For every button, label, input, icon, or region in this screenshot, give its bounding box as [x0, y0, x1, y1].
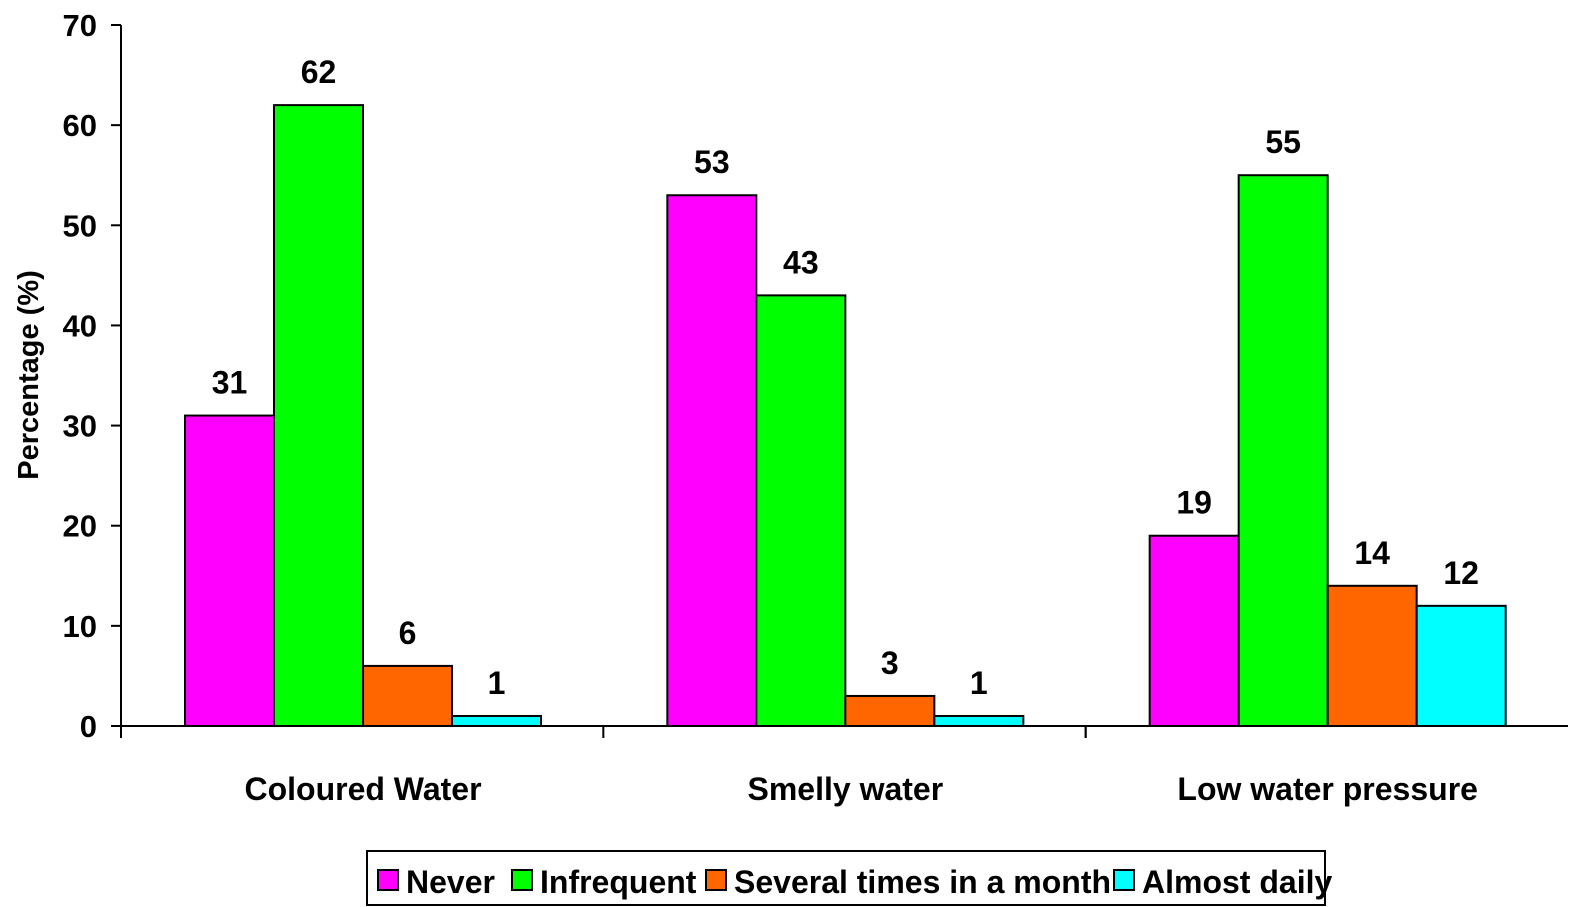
axes: 0 10 20 30 40 50 60 70 Coloured Water Smelly wate…: [63, 8, 1568, 807]
legend-label: Infrequent: [540, 864, 697, 900]
data-label: 19: [1176, 485, 1212, 521]
data-label: 1: [970, 665, 988, 701]
bar: [1148, 534, 1240, 727]
x-category-label: Low water pressure: [1177, 771, 1478, 807]
legend-swatch: [1113, 869, 1135, 891]
data-label: 62: [301, 54, 337, 90]
bar: [666, 194, 758, 727]
legend-label: Never: [406, 864, 495, 900]
x-category-label: Coloured Water: [244, 771, 481, 807]
y-tick-label: 40: [63, 308, 97, 343]
data-label: 12: [1443, 555, 1479, 591]
bar: [1326, 584, 1418, 727]
data-label: 31: [212, 365, 248, 401]
bar: [1237, 174, 1329, 727]
y-tick-label: 10: [63, 609, 97, 644]
y-axis-title: Percentage (%): [13, 270, 45, 480]
y-tick-label: 30: [63, 409, 97, 444]
y-tick-label: 20: [63, 509, 97, 544]
bar: [273, 104, 364, 728]
legend-swatch: [377, 869, 399, 891]
bars: [184, 104, 1507, 728]
legend-label: Several times in a month: [734, 864, 1111, 900]
data-label: 55: [1265, 124, 1301, 160]
y-tick-label: 0: [80, 709, 97, 744]
data-label: 53: [694, 144, 730, 180]
legend-label: Almost daily: [1142, 864, 1332, 900]
data-label: 1: [488, 665, 506, 701]
y-tick-label: 70: [63, 8, 97, 43]
bar: [184, 414, 275, 727]
y-tick-label: 50: [63, 208, 97, 243]
y-tick-label: 60: [63, 108, 97, 143]
x-category-label: Smelly water: [748, 771, 944, 807]
bar: [844, 694, 936, 728]
data-label: 43: [783, 244, 819, 280]
bar: [451, 714, 542, 728]
legend-swatch: [511, 869, 533, 891]
bar: [933, 714, 1025, 728]
data-label: 14: [1354, 535, 1390, 571]
legend-swatch: [705, 869, 727, 891]
bar: [1415, 604, 1507, 727]
bar: [755, 294, 847, 727]
bar: [362, 664, 453, 728]
legend: Never Infrequent Several times in a month A…: [366, 850, 1332, 906]
data-label: 3: [881, 645, 899, 681]
data-label: 6: [399, 615, 417, 651]
